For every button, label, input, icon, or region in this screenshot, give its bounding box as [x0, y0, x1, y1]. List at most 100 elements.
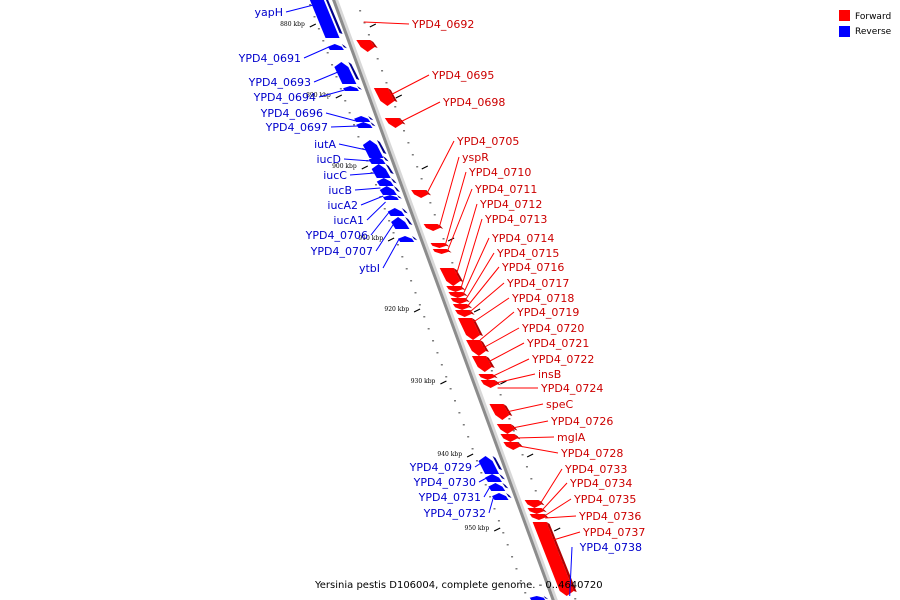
reverse-gene-label[interactable]: ytbI	[359, 262, 380, 275]
forward-gene[interactable]	[489, 404, 510, 420]
reverse-gene[interactable]	[391, 217, 410, 229]
reverse-gene-shade	[393, 186, 400, 192]
reverse-gene-label[interactable]: yapH	[254, 6, 283, 19]
forward-gene-label[interactable]: YPD4_0698	[442, 96, 505, 109]
forward-gene-label[interactable]: YPD4_0724	[540, 382, 603, 395]
reverse-gene[interactable]	[362, 140, 384, 158]
forward-gene-label[interactable]: YPD4_0736	[578, 510, 641, 523]
forward-gene[interactable]	[384, 118, 403, 128]
reverse-gene-label[interactable]: YPD4_0732	[423, 507, 486, 520]
reverse-gene-label[interactable]: YPD4_0691	[238, 52, 301, 65]
reverse-gene-label[interactable]: YPD4_0697	[265, 121, 328, 134]
forward-gene-label[interactable]: YPD4_0718	[511, 292, 574, 305]
reverse-gene-label[interactable]: iucC	[323, 169, 347, 182]
scale-tick	[387, 237, 395, 242]
forward-gene[interactable]	[450, 298, 467, 304]
reverse-gene[interactable]	[398, 236, 415, 242]
forward-gene[interactable]	[439, 268, 461, 286]
forward-gene-label[interactable]: insB	[538, 368, 561, 381]
forward-gene-label[interactable]: YPD4_0710	[468, 166, 531, 179]
forward-gene-label[interactable]: YPD4_0726	[550, 415, 613, 428]
forward-gene-label[interactable]: YPD4_0734	[569, 477, 632, 490]
minor-dot	[458, 412, 461, 414]
reverse-gene[interactable]	[327, 44, 344, 50]
reverse-gene[interactable]	[343, 86, 359, 91]
reverse-gene-label[interactable]: YPD4_0694	[253, 91, 316, 104]
forward-gene[interactable]	[466, 340, 486, 356]
reverse-gene[interactable]	[485, 474, 502, 482]
forward-gene-label[interactable]: speC	[546, 398, 573, 411]
forward-gene[interactable]	[480, 380, 498, 388]
reverse-gene-label[interactable]: YPD4_0693	[248, 76, 311, 89]
reverse-gene[interactable]	[379, 186, 397, 195]
forward-gene-label[interactable]: YPD4_0712	[479, 198, 542, 211]
forward-gene-label[interactable]: YPD4_0715	[496, 247, 559, 260]
reverse-gene-label[interactable]: YPD4_0729	[409, 461, 472, 474]
forward-gene[interactable]	[478, 374, 495, 380]
forward-gene[interactable]	[500, 434, 518, 442]
forward-gene[interactable]	[448, 292, 465, 298]
reverse-gene[interactable]	[387, 208, 405, 216]
reverse-gene-label[interactable]: iucB	[328, 184, 352, 197]
forward-gene-label[interactable]: YPD4_0716	[501, 261, 564, 274]
reverse-gene[interactable]	[488, 483, 506, 491]
reverse-gene[interactable]	[478, 456, 500, 474]
forward-gene[interactable]	[411, 190, 429, 198]
forward-gene-label[interactable]: YPD4_0713	[484, 213, 547, 226]
reverse-gene[interactable]	[368, 156, 386, 164]
forward-gene-label[interactable]: YPD4_0737	[582, 526, 645, 539]
forward-gene-label[interactable]: yspR	[462, 151, 489, 164]
forward-gene[interactable]	[423, 224, 441, 231]
reverse-gene-label[interactable]: YPD4_0731	[418, 491, 481, 504]
forward-gene[interactable]	[496, 424, 515, 434]
forward-gene-label[interactable]: YPD4_0695	[431, 69, 494, 82]
forward-gene[interactable]	[524, 500, 542, 508]
forward-gene[interactable]	[455, 310, 472, 317]
reverse-gene[interactable]	[376, 178, 394, 186]
reverse-gene-label[interactable]: YPD4_0730	[413, 476, 476, 489]
forward-gene-label[interactable]: YPD4_0728	[560, 447, 623, 460]
forward-gene[interactable]	[527, 508, 544, 514]
forward-gene-label[interactable]: YPD4_0733	[564, 463, 627, 476]
forward-gene[interactable]	[373, 88, 395, 106]
forward-gene[interactable]	[432, 249, 449, 254]
reverse-gene-label[interactable]: YPD4_0707	[310, 245, 373, 258]
reverse-gene[interactable]	[356, 122, 373, 128]
reverse-gene[interactable]	[383, 195, 399, 200]
reverse-gene[interactable]	[492, 493, 509, 500]
reverse-gene-label[interactable]: YPD4_0696	[260, 107, 323, 120]
reverse-gene-label[interactable]: YPD4_0738	[579, 541, 642, 554]
forward-gene[interactable]	[503, 442, 521, 450]
reverse-gene-label[interactable]: YPD4_0706	[305, 229, 368, 242]
forward-gene-label[interactable]: YPD4_0705	[456, 135, 519, 148]
forward-gene-label[interactable]: YPD4_0692	[411, 18, 474, 31]
reverse-gene-label[interactable]: iucA2	[327, 199, 358, 212]
scale-tick-label: 900 kbp	[332, 163, 357, 170]
forward-gene-label[interactable]: YPD4_0711	[474, 183, 537, 196]
forward-gene-label[interactable]: YPD4_0717	[506, 277, 569, 290]
forward-gene[interactable]	[458, 318, 481, 340]
reverse-gene[interactable]	[354, 116, 371, 122]
forward-gene-label[interactable]: YPD4_0719	[516, 306, 579, 319]
forward-gene[interactable]	[430, 243, 447, 248]
forward-gene[interactable]	[446, 286, 463, 292]
reverse-gene[interactable]	[309, 0, 340, 38]
forward-gene[interactable]	[452, 304, 470, 310]
forward-gene[interactable]	[356, 40, 375, 52]
forward-gene[interactable]	[529, 514, 546, 520]
forward-gene-label[interactable]: mglA	[557, 431, 586, 444]
forward-gene-label[interactable]: YPD4_0720	[521, 322, 584, 335]
reverse-gene[interactable]	[529, 596, 546, 600]
minor-dot	[475, 460, 478, 462]
forward-gene-label[interactable]: YPD4_0722	[531, 353, 594, 366]
forward-gene[interactable]	[532, 522, 574, 596]
forward-gene[interactable]	[471, 356, 492, 372]
reverse-gene-label[interactable]: iutA	[314, 138, 336, 151]
forward-gene-label[interactable]: YPD4_0735	[573, 493, 636, 506]
reverse-gene-label[interactable]: iucD	[316, 153, 341, 166]
reverse-gene[interactable]	[334, 62, 357, 84]
reverse-gene-label[interactable]: iucA1	[333, 214, 364, 227]
forward-gene-label[interactable]: YPD4_0721	[526, 337, 589, 350]
reverse-gene[interactable]	[371, 164, 391, 178]
forward-gene-label[interactable]: YPD4_0714	[491, 232, 554, 245]
